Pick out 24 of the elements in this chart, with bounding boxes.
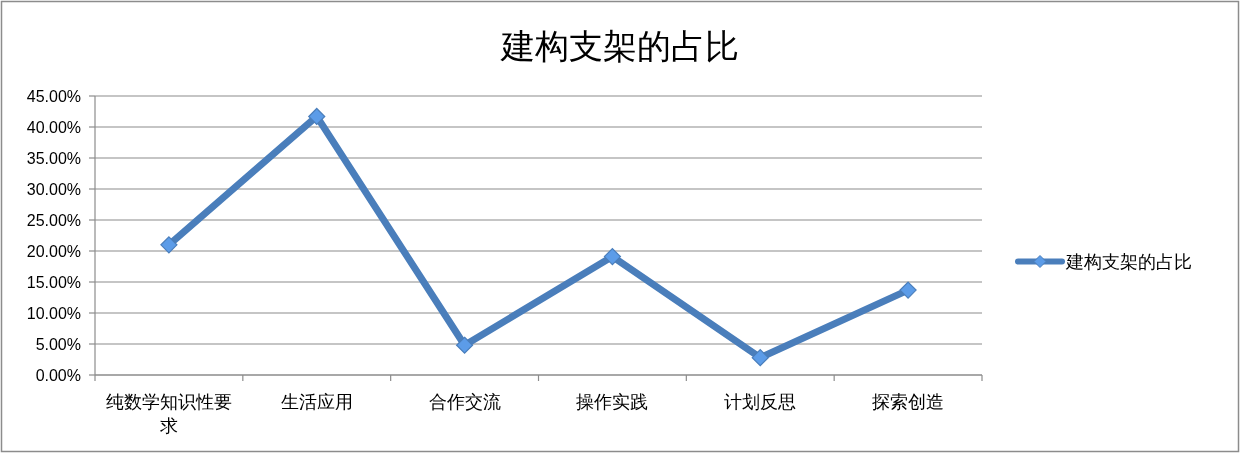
x-tick-label: 计划反思 [724, 392, 797, 412]
x-tick-label: 操作实践 [576, 392, 649, 412]
point [899, 281, 917, 299]
y-tick-label: 10.00% [26, 304, 81, 322]
y-tick-label: 40.00% [26, 118, 81, 136]
y-tick-label: 0.00% [35, 366, 81, 384]
x-tick-label: 纯数学知识性要求 [105, 392, 232, 436]
y-tick-label: 45.00% [26, 87, 81, 105]
x-tick-label: 合作交流 [428, 392, 501, 412]
point [160, 236, 178, 254]
y-tick-label: 20.00% [26, 242, 81, 260]
x-tick-label: 生活应用 [280, 392, 353, 412]
y-tick-label: 5.00% [35, 335, 81, 353]
x-tick-label: 探索创造 [872, 392, 945, 412]
y-tick-label: 30.00% [26, 180, 81, 198]
point [751, 349, 769, 367]
legend-label: 建构支架的占比 [1065, 251, 1192, 272]
y-tick-label: 35.00% [26, 149, 81, 167]
point [455, 336, 474, 354]
y-tick-label: 25.00% [26, 211, 81, 229]
chart-title: 建构支架的占比 [500, 28, 739, 65]
point [308, 107, 326, 126]
y-tick-label: 15.00% [26, 273, 81, 291]
point [603, 247, 622, 266]
